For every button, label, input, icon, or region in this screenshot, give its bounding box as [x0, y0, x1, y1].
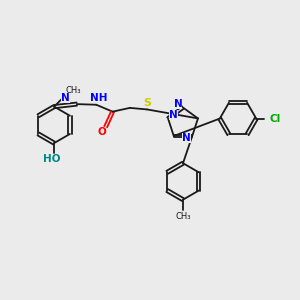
Text: Cl: Cl	[269, 114, 281, 124]
Text: O: O	[98, 128, 106, 137]
Text: N: N	[61, 94, 70, 103]
Text: N: N	[182, 133, 191, 142]
Text: CH₃: CH₃	[65, 86, 81, 95]
Text: NH: NH	[90, 93, 107, 103]
Text: HO: HO	[44, 154, 61, 164]
Text: CH₃: CH₃	[175, 212, 191, 220]
Text: N: N	[169, 110, 178, 120]
Text: S: S	[143, 98, 151, 107]
Text: N: N	[174, 99, 182, 109]
